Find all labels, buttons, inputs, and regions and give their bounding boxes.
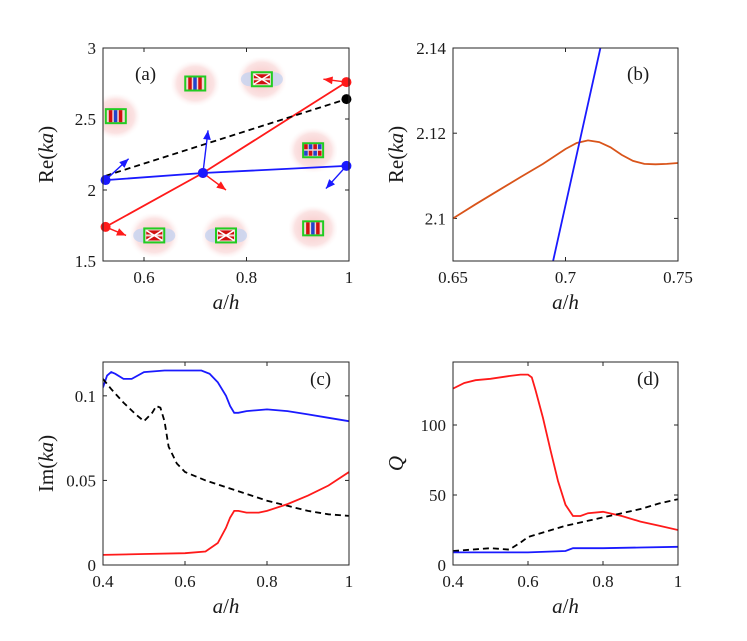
data-marker [341, 77, 352, 88]
mode-arrow [105, 158, 130, 181]
series-black-line [103, 378, 349, 517]
x-tick-label: 0.7 [555, 268, 577, 287]
mode-inset-1 [103, 94, 140, 139]
x-tick-label: 0.6 [133, 268, 154, 287]
panel-c: 0.4 0.6 0.8 1 0 0.05 0.1 (c) a/h Im(ka) [34, 361, 354, 618]
plot-area-c [103, 369, 349, 556]
x-axis-label: a/h [552, 290, 579, 314]
x-tick-label: 1 [345, 572, 354, 591]
series-blue-line [552, 48, 602, 261]
panel-label: (a) [135, 64, 156, 85]
panel-d: 0.4 0.6 0.8 1 0 50 100 (d) a/h Q [384, 361, 683, 618]
series-blue-line [103, 369, 349, 423]
axes-frame [102, 47, 350, 262]
y-tick-label: 0 [438, 556, 447, 575]
mode-inset-7 [289, 206, 338, 251]
y-tick-label: 0.1 [75, 387, 96, 406]
x-tick-label: 0.8 [592, 572, 613, 591]
y-axis-label: Re(ka) [34, 126, 58, 183]
series-blue-line [105, 165, 347, 181]
y-tick-label: 3 [88, 39, 97, 58]
x-tick-label: 0.4 [92, 572, 114, 591]
y-tick-label: 2.14 [416, 39, 446, 58]
series-black-line [453, 498, 678, 552]
panel-label: (b) [627, 64, 649, 85]
axes-frame [102, 361, 350, 566]
y-tick-label: 100 [421, 416, 447, 435]
data-marker [341, 160, 352, 171]
x-axis-label: a/h [213, 594, 240, 618]
panel-a: 0.6 0.8 1 1.5 2 2.5 3 (a) a/h Re(ka) [34, 39, 353, 314]
panel-b: 0.65 0.7 0.75 2.1 2.12 2.14 (b) a/h Re(ka) [384, 39, 693, 314]
y-tick-label: 0.05 [66, 471, 96, 490]
axes-frame [452, 47, 679, 262]
x-tick-label: 0.65 [438, 268, 468, 287]
x-tick-label: 0.8 [256, 572, 277, 591]
data-marker [341, 94, 352, 105]
series-blue-line [453, 545, 678, 554]
y-tick-label: 0 [88, 556, 97, 575]
y-tick-label: 2 [88, 181, 97, 200]
y-tick-label: 1.5 [75, 252, 96, 271]
mode-inset-4 [289, 128, 338, 173]
x-tick-label: 1 [674, 572, 683, 591]
data-marker [100, 175, 111, 186]
plot-area-d [453, 373, 678, 554]
mode-inset-6 [202, 213, 250, 258]
y-tick-label: 2.12 [416, 124, 446, 143]
series-orange-line [453, 139, 678, 220]
plot-area-a [103, 57, 347, 258]
axes-frame [452, 361, 679, 566]
mode-inset-2 [171, 61, 220, 106]
y-tick-label: 50 [429, 486, 446, 505]
x-tick-label: 0.75 [663, 268, 693, 287]
y-tick-label: 2.5 [75, 110, 96, 129]
panel-label: (c) [310, 369, 331, 390]
mode-inset-5 [130, 213, 179, 258]
y-axis-label: Q [384, 456, 408, 471]
x-tick-label: 1 [345, 268, 354, 287]
x-tick-label: 0.6 [174, 572, 195, 591]
series-red-line [453, 373, 678, 531]
mode-arrow [202, 130, 211, 174]
plot-area-b [453, 48, 678, 261]
panel-label: (d) [637, 369, 659, 390]
mode-inset-3 [237, 57, 286, 102]
x-tick-label: 0.8 [236, 268, 257, 287]
mode-arrow [325, 165, 347, 190]
x-axis-label: a/h [552, 594, 579, 618]
series-red-line [103, 471, 349, 556]
x-tick-label: 0.6 [517, 572, 538, 591]
y-axis-label: Re(ka) [384, 126, 408, 183]
data-marker [100, 221, 111, 232]
x-axis-label: a/h [213, 290, 240, 314]
y-tick-label: 2.1 [425, 209, 446, 228]
series-black-line [105, 98, 347, 177]
data-marker [197, 167, 208, 178]
y-axis-label: Im(ka) [34, 435, 58, 492]
x-tick-label: 0.4 [442, 572, 464, 591]
